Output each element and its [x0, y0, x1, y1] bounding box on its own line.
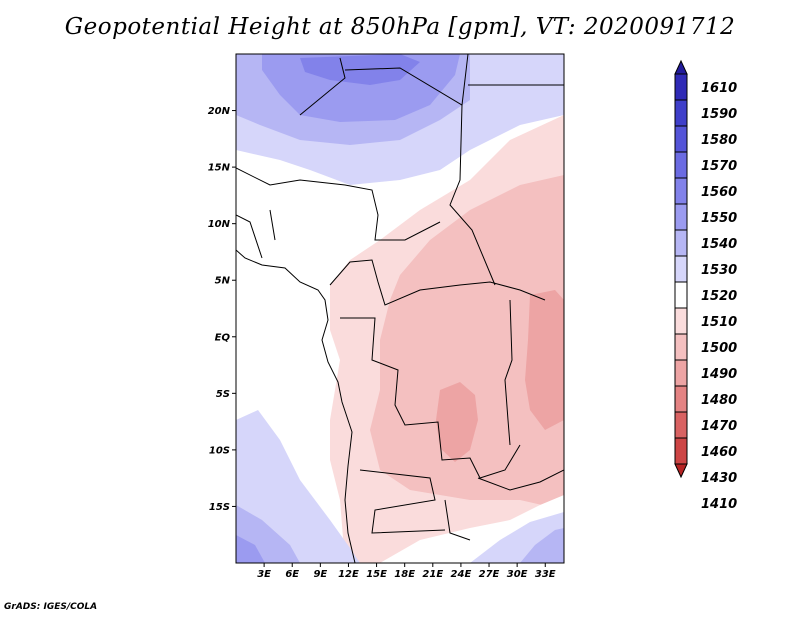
colorbar-label: 1520: [701, 289, 737, 304]
fill-1540-southwest: [236, 535, 265, 563]
lat-tick-label: 10N: [208, 219, 231, 230]
colorbar-box: [674, 437, 688, 465]
lon-tick-label: 12E: [338, 569, 359, 580]
fill-1480-blob-east: [525, 290, 564, 430]
longitude-axis: 3E 6E 9E 12E 15E 18E 21E 24E 27E 30E 33E: [257, 563, 556, 580]
colorbar-label: 1580: [701, 133, 737, 148]
colorbar-label: 1550: [701, 211, 737, 226]
colorbar-box: [674, 333, 688, 361]
fill-1530-southeast: [520, 528, 564, 563]
colorbar-box: [674, 177, 688, 205]
colorbar-box: [674, 203, 688, 231]
lon-tick-label: 9E: [313, 569, 327, 580]
lat-tick-label: 5N: [215, 276, 231, 287]
colorbar-label: 1430: [701, 471, 737, 486]
colorbar-bottom-arrow: [674, 463, 688, 479]
colorbar-box: [674, 359, 688, 387]
lon-tick-label: 21E: [422, 569, 443, 580]
fill-1490-main: [370, 175, 564, 510]
footer-credit: GrADS: IGES/COLA: [4, 602, 98, 612]
colorbar-label: 1530: [701, 263, 737, 278]
colorbar-label: 1610: [701, 81, 737, 96]
lat-tick-label: EQ: [215, 332, 231, 343]
lat-tick-label: 15N: [208, 163, 231, 174]
border-central: [329, 259, 546, 306]
contour-fill-layer: [236, 54, 564, 563]
border-gulf: [236, 209, 276, 259]
colorbar-label: 1480: [701, 393, 737, 408]
colorbar-box: [674, 411, 688, 439]
lon-tick-label: 24E: [451, 569, 472, 580]
colorbar-label: 1470: [701, 419, 737, 434]
border-north-1: [299, 54, 469, 116]
colorbar-label: 1510: [701, 315, 737, 330]
colorbar-box: [674, 229, 688, 257]
colorbar: 1610 1590 1580 1570 1560 1550 1540 1530 1520 1510…: [674, 59, 737, 512]
colorbar-box: [674, 151, 688, 179]
map-title: Geopotential Height at 850hPa [gpm], VT:…: [64, 14, 736, 40]
colorbar-label: 1570: [701, 159, 737, 174]
lat-tick-label: 15S: [209, 502, 230, 513]
border-angola: [359, 469, 446, 534]
colorbar-label: 1540: [701, 237, 737, 252]
border-south: [444, 469, 564, 541]
colorbar-label: 1460: [701, 445, 737, 460]
fill-1480-blob-center: [436, 382, 478, 462]
colorbar-box: [674, 385, 688, 413]
border-sahel: [236, 167, 441, 241]
lat-tick-label: 10S: [209, 445, 230, 456]
colorbar-label: 1590: [701, 107, 737, 122]
border-congo: [340, 317, 521, 479]
lon-tick-label: 3E: [257, 569, 271, 580]
lon-tick-label: 33E: [535, 569, 556, 580]
plot-frame: [235, 53, 565, 564]
border-nile: [449, 84, 564, 286]
colorbar-box: [674, 281, 688, 309]
colorbar-label: 1490: [701, 367, 737, 382]
lon-tick-label: 18E: [394, 569, 415, 580]
colorbar-box: [674, 73, 688, 101]
lon-tick-label: 27E: [479, 569, 500, 580]
coastlines-and-borders: [236, 54, 564, 563]
colorbar-box: [674, 99, 688, 127]
colorbar-box: [674, 255, 688, 283]
colorbar-label: 1500: [701, 341, 737, 356]
west-africa-coastline: [236, 249, 356, 563]
border-lakes: [504, 299, 513, 446]
latitude-axis: 20N 15N 10N 5N EQ 5S 10S 15S: [208, 106, 236, 513]
colorbar-box: [674, 125, 688, 153]
lon-tick-label: 6E: [285, 569, 299, 580]
colorbar-label: 1560: [701, 185, 737, 200]
lat-tick-label: 20N: [208, 106, 231, 117]
colorbar-box: [674, 307, 688, 335]
lon-tick-label: 15E: [366, 569, 387, 580]
lon-tick-label: 30E: [507, 569, 528, 580]
lat-tick-label: 5S: [216, 389, 230, 400]
colorbar-top-arrow: [674, 59, 688, 75]
colorbar-label: 1410: [701, 497, 737, 512]
